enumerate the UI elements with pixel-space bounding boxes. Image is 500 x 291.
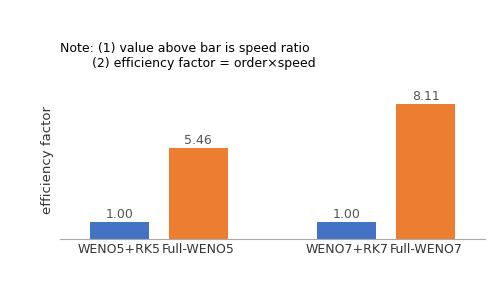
Bar xyxy=(396,104,456,239)
Bar xyxy=(90,222,149,239)
Bar xyxy=(317,222,376,239)
Bar xyxy=(168,148,228,239)
Text: 5.46: 5.46 xyxy=(184,134,212,147)
Text: Note: (1) value above bar is speed ratio
        (2) efficiency factor = order×s: Note: (1) value above bar is speed ratio… xyxy=(60,42,316,70)
Text: 1.00: 1.00 xyxy=(106,208,133,221)
Text: 1.00: 1.00 xyxy=(332,208,360,221)
Text: 8.11: 8.11 xyxy=(412,90,440,103)
Y-axis label: efficiency factor: efficiency factor xyxy=(42,106,54,214)
